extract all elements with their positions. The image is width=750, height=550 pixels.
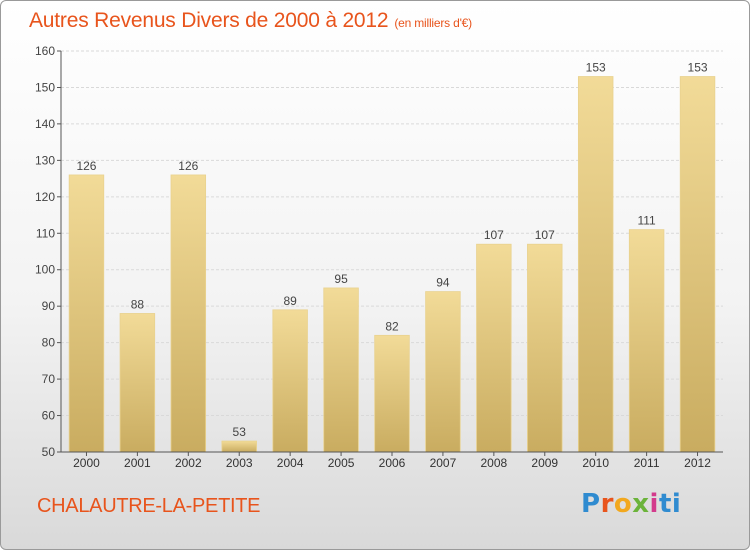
bar: [272, 309, 308, 453]
x-tick-label: 2010: [582, 456, 609, 470]
y-tick-label: 140: [35, 117, 55, 131]
y-tick-label: 160: [35, 44, 55, 58]
y-tick-label: 60: [42, 409, 56, 423]
x-tick-label: 2000: [73, 456, 100, 470]
bar-value-label: 82: [385, 319, 399, 333]
bar-value-label: 153: [688, 61, 708, 75]
bars: 126 88 126 53 89 95 82 94 107 107 153 111 153: [68, 61, 716, 453]
logo-letter: P: [581, 489, 601, 519]
y-tick-label: 150: [35, 80, 55, 94]
x-tick-label: 2003: [226, 456, 253, 470]
logo-letter: i: [649, 489, 659, 519]
bar: [221, 440, 257, 453]
bar: [679, 76, 716, 453]
bar: [119, 313, 156, 453]
bar-value-label: 111: [637, 214, 656, 228]
y-tick-label: 120: [35, 190, 55, 204]
bar: [374, 334, 410, 453]
bar-value-label: 88: [131, 297, 145, 311]
x-tick-label: 2001: [124, 456, 151, 470]
bar-value-label: 53: [233, 425, 247, 439]
bar: [68, 174, 105, 453]
x-tick-label: 2008: [480, 456, 507, 470]
y-tick-label: 80: [42, 336, 56, 350]
y-tick-label: 50: [42, 445, 56, 459]
bar-value-label: 126: [178, 159, 198, 173]
bar-value-label: 107: [535, 228, 555, 242]
bar: [527, 243, 563, 453]
y-tick-label: 90: [42, 299, 56, 313]
x-tick-label: 2005: [328, 456, 355, 470]
bar: [476, 243, 512, 453]
bar: [577, 76, 614, 453]
x-tick-label: 2009: [531, 456, 558, 470]
bar-value-label: 94: [436, 276, 450, 290]
bar-value-label: 153: [586, 61, 606, 75]
x-tick-label: 2011: [634, 456, 660, 470]
bar: [628, 229, 665, 453]
bar-value-label: 89: [283, 294, 297, 308]
title-text: Autres Revenus Divers de 2000 à 2012: [29, 9, 389, 32]
x-tick-label: 2002: [175, 456, 202, 470]
x-tick-label: 2007: [430, 456, 457, 470]
axes: 50 60 70 80 90 100 110 120 130 140 150 160 2000 2001 2…: [35, 44, 723, 470]
bar-value-label: 95: [334, 272, 348, 286]
x-tick-label: 2004: [277, 456, 304, 470]
x-tick-label: 2012: [684, 456, 711, 470]
x-tick-label: 2006: [379, 456, 406, 470]
proxiti-logo: Proxiti: [581, 489, 681, 519]
logo-letter: r: [600, 489, 614, 519]
bar: [323, 287, 359, 453]
bar-value-label: 126: [76, 159, 96, 173]
bar: [170, 174, 207, 453]
y-tick-label: 130: [35, 153, 55, 167]
logo-letter: x: [632, 489, 650, 519]
town-name: CHALAUTRE-LA-PETITE: [37, 495, 261, 517]
chart-title: Autres Revenus Divers de 2000 à 2012 (en …: [29, 9, 472, 33]
logo-letter: o: [613, 489, 633, 519]
title-unit: (en milliers d'€): [394, 16, 472, 30]
y-tick-label: 100: [35, 263, 55, 277]
y-tick-label: 110: [36, 226, 55, 240]
bar-value-label: 107: [484, 228, 504, 242]
bar: [425, 291, 461, 453]
logo-letter: ti: [658, 489, 682, 519]
y-tick-label: 70: [42, 372, 56, 386]
